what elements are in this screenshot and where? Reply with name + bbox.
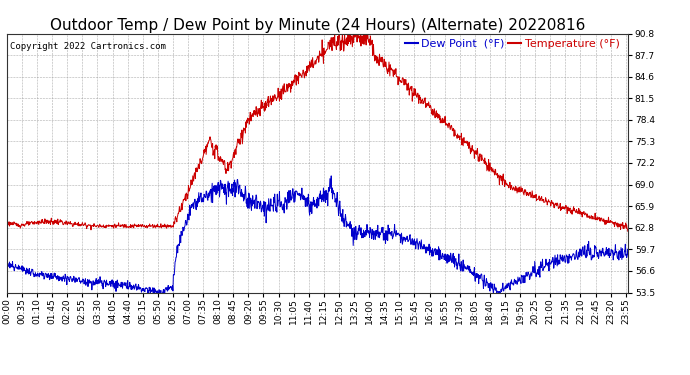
Text: Copyright 2022 Cartronics.com: Copyright 2022 Cartronics.com (10, 42, 166, 51)
Title: Outdoor Temp / Dew Point by Minute (24 Hours) (Alternate) 20220816: Outdoor Temp / Dew Point by Minute (24 H… (50, 18, 585, 33)
Legend: Dew Point  (°F), Temperature (°F): Dew Point (°F), Temperature (°F) (404, 39, 620, 48)
